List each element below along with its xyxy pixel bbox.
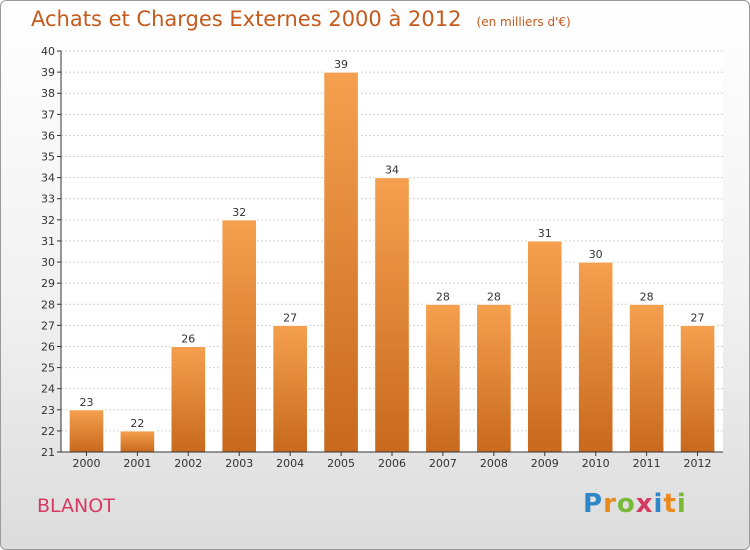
bar-value-label: 34	[385, 164, 399, 177]
bar-value-label: 26	[181, 332, 195, 345]
bar	[221, 219, 258, 453]
y-tick-label: 34	[41, 172, 55, 185]
bar	[374, 177, 410, 453]
bar	[476, 303, 512, 453]
brand-logo-letter: i	[653, 489, 664, 519]
bar	[323, 71, 359, 453]
x-tick-label: 2000	[72, 457, 100, 470]
town-name: BLANOT	[37, 495, 115, 517]
y-tick-label: 33	[41, 193, 55, 206]
bar-value-label: 28	[487, 290, 501, 303]
bar	[170, 345, 207, 453]
bar	[425, 303, 461, 453]
brand-logo-letter: r	[603, 489, 617, 519]
y-tick-label: 24	[41, 383, 55, 396]
y-tick-label: 37	[41, 108, 55, 121]
brand-logo-letter: P	[583, 489, 604, 519]
x-tick-label: 2007	[429, 457, 457, 470]
brand-logo-letter: o	[616, 489, 636, 519]
bar	[119, 430, 156, 453]
bar	[577, 261, 614, 453]
bar	[68, 409, 105, 453]
x-tick-label: 2008	[480, 457, 508, 470]
bar-value-label: 22	[130, 417, 144, 430]
y-tick-label: 36	[41, 129, 55, 142]
bar-value-label: 23	[79, 396, 93, 409]
y-tick-label: 39	[41, 66, 55, 79]
x-tick-label: 2005	[327, 457, 355, 470]
y-tick-label: 40	[41, 45, 55, 58]
x-tick-label: 2004	[276, 457, 304, 470]
bar	[628, 303, 665, 453]
y-tick-label: 38	[41, 87, 55, 100]
bar-value-label: 27	[283, 311, 297, 324]
y-tick-label: 23	[41, 404, 55, 417]
y-tick-label: 32	[41, 214, 55, 227]
brand-logo-letter: x	[635, 489, 654, 519]
y-tick-label: 27	[41, 319, 55, 332]
bar-value-label: 30	[589, 248, 603, 261]
brand-logo-letter: t	[663, 489, 677, 519]
x-tick-label: 2001	[123, 457, 151, 470]
x-tick-label: 2010	[582, 457, 610, 470]
y-tick-label: 31	[41, 235, 55, 248]
bar-value-label: 28	[640, 290, 654, 303]
bar-value-label: 32	[232, 206, 246, 219]
title-row: Achats et Charges Externes 2000 à 2012 (…	[31, 7, 571, 31]
x-tick-label: 2003	[225, 457, 253, 470]
bar-value-label: 39	[334, 58, 348, 71]
y-tick-label: 28	[41, 298, 55, 311]
y-tick-label: 25	[41, 362, 55, 375]
x-tick-label: 2009	[531, 457, 559, 470]
bar-value-label: 31	[538, 227, 552, 240]
chart-subtitle: (en milliers d'€)	[476, 15, 571, 29]
brand-logo: Proxiti	[583, 489, 687, 519]
bar	[272, 324, 308, 453]
x-tick-label: 2011	[633, 457, 661, 470]
y-tick-label: 26	[41, 340, 55, 353]
brand-logo-letter: i	[676, 489, 687, 519]
bar-value-label: 28	[436, 290, 450, 303]
y-tick-label: 22	[41, 425, 55, 438]
bar-value-label: 27	[691, 311, 705, 324]
chart-title: Achats et Charges Externes 2000 à 2012	[31, 7, 462, 31]
y-tick-label: 29	[41, 277, 55, 290]
x-tick-label: 2012	[684, 457, 712, 470]
x-tick-label: 2002	[174, 457, 202, 470]
bar	[679, 324, 716, 453]
bar	[526, 240, 563, 453]
y-tick-label: 35	[41, 151, 55, 164]
x-tick-label: 2006	[378, 457, 406, 470]
y-tick-label: 30	[41, 256, 55, 269]
y-tick-label: 21	[41, 446, 55, 459]
